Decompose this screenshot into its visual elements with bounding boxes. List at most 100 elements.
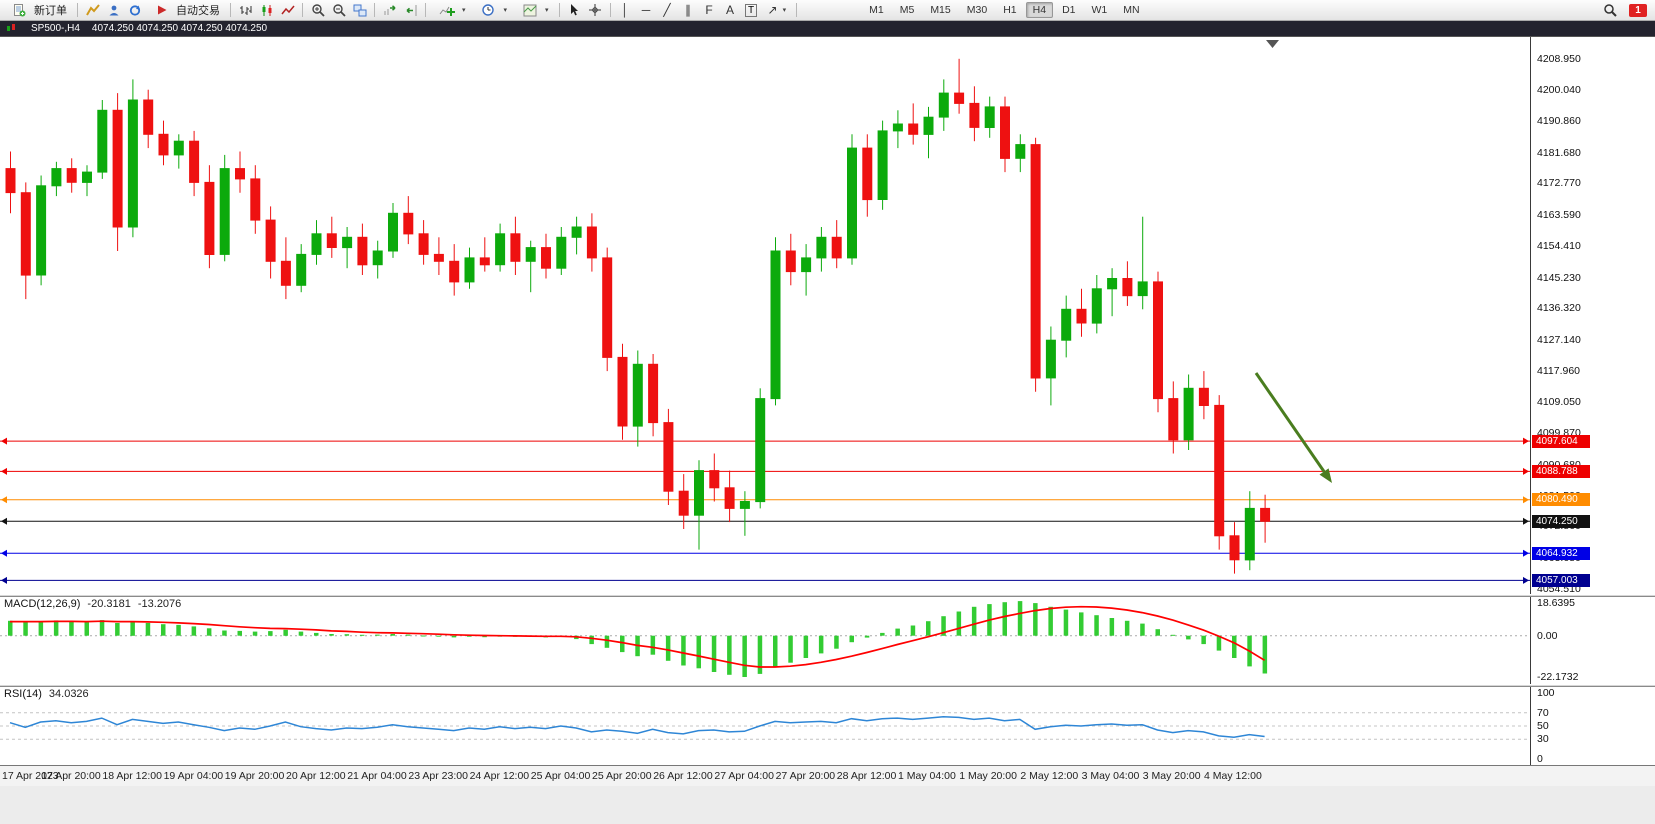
chart-shift-marker[interactable] — [1266, 40, 1279, 48]
fibonacci-icon[interactable]: F — [705, 3, 713, 17]
timeframe-h4[interactable]: H4 — [1025, 2, 1054, 18]
trendline-icon[interactable]: ╱ — [663, 3, 671, 17]
price-axis-label: 4208.950 — [1537, 53, 1581, 65]
text-tool-icon[interactable]: A — [726, 3, 735, 17]
cursor-icon[interactable] — [564, 2, 585, 19]
price-chart-pane[interactable]: 4208.950 4200.040 4190.860 4181.680 4172.770… — [0, 36, 1655, 595]
indicators-button[interactable]: ▾ — [430, 2, 472, 19]
notification-badge[interactable]: 1 — [1629, 3, 1647, 17]
vertical-line-icon[interactable]: │ — [621, 3, 629, 17]
periods-button[interactable]: ▾ — [472, 2, 514, 19]
price-axis-label: 4145.230 — [1537, 271, 1581, 284]
time-axis-label: 27 Apr 20:00 — [775, 770, 836, 782]
time-axis-label: 17 Apr 2023 — [2, 770, 59, 782]
pane-separator-rsi[interactable] — [0, 684, 1655, 687]
new-chart-icon[interactable] — [82, 2, 103, 19]
clock-icon — [478, 2, 499, 19]
macd-chart — [0, 601, 1530, 677]
auto-scroll-icon[interactable] — [379, 2, 400, 19]
toolbar-separator — [609, 3, 611, 17]
price-axis-label: 4117.960 — [1537, 365, 1581, 378]
arrow-annotation[interactable] — [1254, 372, 1326, 473]
line-chart-icon[interactable] — [277, 2, 298, 19]
templates-button[interactable]: ▾ — [513, 2, 555, 19]
rsi-chart — [0, 712, 1530, 740]
timeframe-d1[interactable]: D1 — [1062, 4, 1076, 16]
window-bottom — [0, 786, 1655, 824]
time-axis-label: 17 Apr 20:00 — [41, 770, 101, 782]
price-tag: 4080.490 — [1532, 493, 1590, 507]
time-axis-label: 2 May 12:00 — [1020, 770, 1079, 782]
macd-signal-line — [10, 605, 1266, 668]
price-axis-label: 4200.040 — [1537, 83, 1581, 96]
timeframe-w1[interactable]: W1 — [1091, 4, 1108, 16]
time-axis-label: 19 Apr 04:00 — [163, 770, 224, 782]
arrows-tool-button[interactable]: ↗ ▾ — [762, 2, 793, 19]
timeframe-mn[interactable]: MN — [1123, 4, 1140, 16]
toolbar-separator — [425, 3, 426, 17]
rsi-axis: 100 70 50 30 0 — [1530, 687, 1655, 765]
time-axis-label: 25 Apr 20:00 — [592, 770, 652, 782]
macd-axis-label: 0.00 — [1537, 629, 1558, 642]
rsi-axis-label: 50 — [1537, 720, 1549, 732]
time-axis-label: 21 Apr 04:00 — [347, 770, 407, 782]
label-tool-icon[interactable]: T — [741, 2, 762, 19]
candlestick-chart-icon[interactable] — [256, 2, 277, 19]
price-axis-label: 4181.680 — [1537, 146, 1581, 159]
autotrading-button[interactable]: 自动交易 — [145, 2, 226, 19]
time-axis-label: 3 May 20:00 — [1142, 770, 1201, 782]
macd-pane[interactable]: 18.6395 0.00 -22.1732 MACD(12,26,9) -20.318… — [0, 597, 1655, 684]
arrows-icon: ↗ — [767, 3, 778, 17]
rsi-name: RSI(14) — [4, 688, 42, 700]
timeframe-m5[interactable]: M5 — [899, 4, 915, 16]
time-axis-label: 20 Apr 12:00 — [286, 770, 346, 782]
toolbar-separator — [302, 3, 303, 17]
macd-histogram — [8, 601, 1268, 677]
timeframe-m15[interactable]: M15 — [930, 4, 951, 16]
time-axis-label: 27 Apr 04:00 — [714, 770, 774, 782]
timeframe-m30[interactable]: M30 — [966, 4, 988, 16]
rsi-axis-label: 70 — [1537, 706, 1549, 719]
timeframe-h1[interactable]: H1 — [1003, 4, 1017, 16]
new-order-button[interactable]: 新订单 — [3, 2, 73, 19]
macd-axis-label: 18.6395 — [1537, 597, 1575, 609]
horizontal-line-icon[interactable]: ─ — [641, 3, 651, 17]
price-tag: 4064.932 — [1532, 546, 1590, 560]
arrow-annotation-head — [1319, 468, 1332, 483]
rsi-pane[interactable]: 100 70 50 30 0 RSI(14) 34.0326 — [0, 687, 1655, 765]
toolbar-separator — [230, 3, 231, 17]
price-tag: 4097.604 — [1532, 434, 1590, 448]
channel-icon[interactable]: ∥ — [685, 3, 692, 17]
time-axis-label: 4 May 12:00 — [1204, 770, 1262, 782]
zoom-out-icon[interactable] — [328, 2, 349, 19]
timeframe-m1[interactable]: M1 — [869, 4, 884, 16]
price-axis-label: 4154.410 — [1537, 240, 1581, 253]
chart-ohlc: 4074.250 4074.250 4074.250 4074.250 — [91, 23, 268, 34]
candlestick-chart[interactable] — [0, 37, 1530, 595]
chart-title: SP500-,H4 — [31, 23, 80, 34]
price-axis-label: 4136.320 — [1537, 302, 1581, 315]
macd-name: MACD(12,26,9) — [4, 598, 81, 610]
bar-chart-icon[interactable] — [235, 2, 256, 19]
zoom-in-icon[interactable] — [307, 2, 328, 19]
price-axis-label: 4163.590 — [1537, 208, 1581, 221]
timeframe-toolbar: M1 M5 M15 M30 H1 H4 D1 W1 MN — [861, 2, 1147, 18]
time-axis-label: 25 Apr 04:00 — [530, 770, 591, 782]
crosshair-icon[interactable] — [585, 2, 606, 19]
search-icon[interactable] — [1599, 2, 1620, 19]
refresh-icon[interactable] — [124, 2, 145, 19]
macd-label: MACD(12,26,9) -20.3181 -13.2076 — [4, 598, 181, 610]
time-axis[interactable]: 17 Apr 2023 17 Apr 20:00 18 Apr 12:00 19 Ap… — [0, 765, 1655, 786]
autotrading-icon — [151, 2, 172, 19]
price-tag: 4088.788 — [1532, 464, 1590, 478]
chevron-down-icon: ▾ — [782, 7, 787, 14]
label-tool-glyph: T — [744, 3, 758, 17]
profiles-icon[interactable] — [103, 2, 124, 19]
chevron-down-icon: ▾ — [503, 7, 508, 14]
toolbar-separator — [558, 3, 560, 17]
pane-separator-macd[interactable] — [0, 594, 1655, 597]
chevron-down-icon: ▾ — [545, 7, 549, 14]
chart-shift-icon[interactable] — [400, 2, 421, 19]
price-axis: 4208.950 4200.040 4190.860 4181.680 4172.770… — [1530, 37, 1655, 595]
tile-windows-icon[interactable] — [349, 2, 370, 19]
